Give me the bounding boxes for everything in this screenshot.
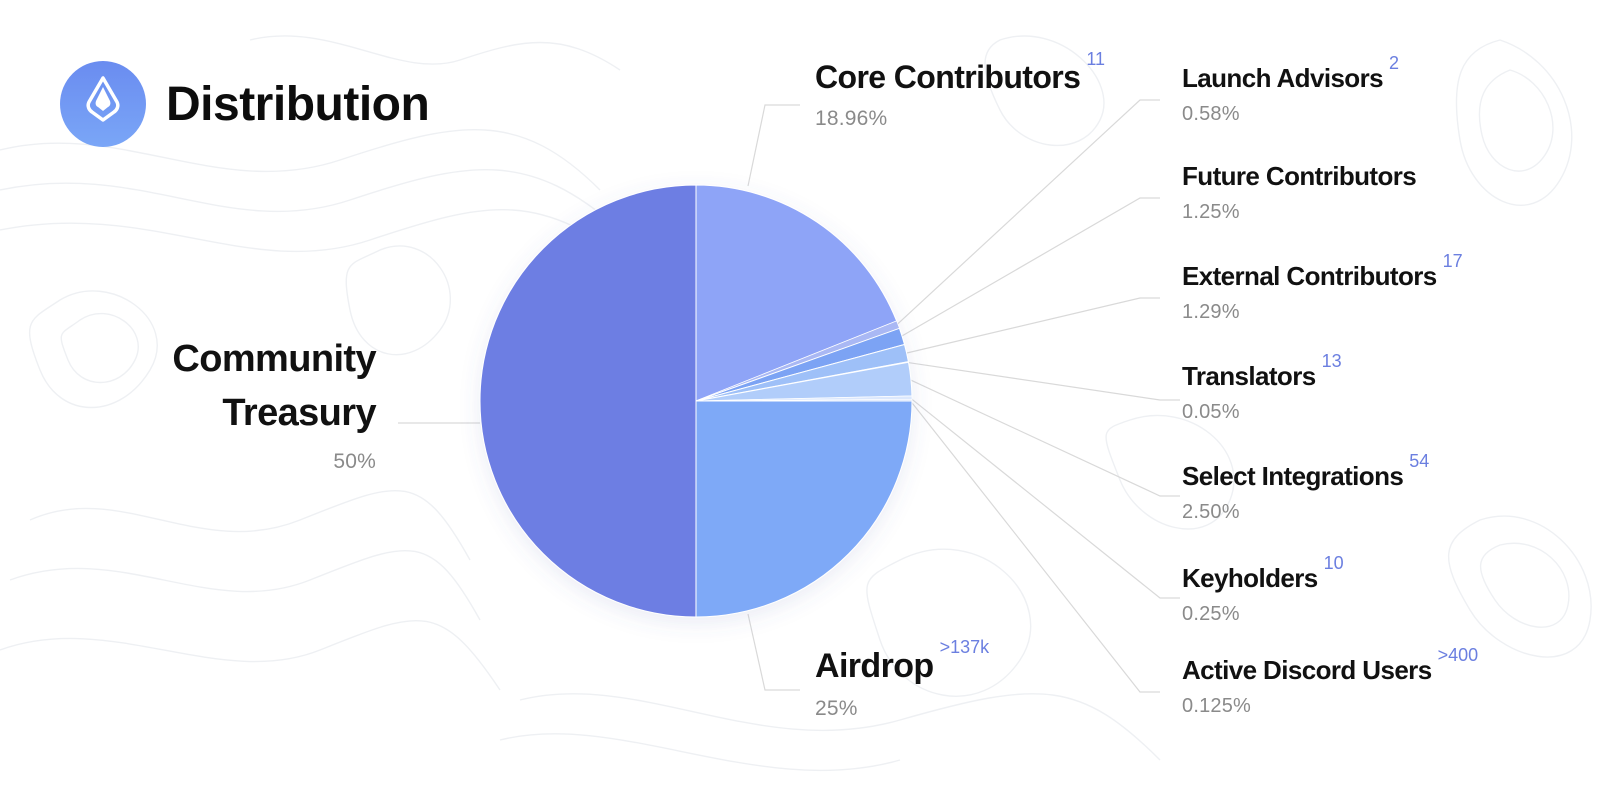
page-title: Distribution xyxy=(166,77,430,131)
label-launch-advisors: Launch Advisors 2 0.58% xyxy=(1182,53,1399,126)
label-active-discord-users: Active Discord Users >400 0.125% xyxy=(1182,645,1478,718)
slice-name-text: Select Integrations xyxy=(1182,461,1404,491)
slice-count: 10 xyxy=(1323,553,1344,573)
label-external-contributors: External Contributors 17 1.29% xyxy=(1182,251,1463,324)
slice-count: 54 xyxy=(1409,451,1430,471)
slice-percent: 0.125% xyxy=(1182,694,1252,717)
slice-percent: 0.05% xyxy=(1182,400,1240,423)
slice-name-text: Core Contributors xyxy=(815,59,1081,95)
slice-name-text: Airdrop xyxy=(815,647,934,685)
slice-percent: 25% xyxy=(815,697,858,721)
slice-count: 17 xyxy=(1442,251,1463,271)
slice-count: 2 xyxy=(1388,53,1399,73)
slice-name: Keyholders 10 xyxy=(1182,553,1344,593)
slice-count: >137k xyxy=(939,637,990,657)
connector-external-contributors xyxy=(904,297,1160,355)
connector-launch-advisors xyxy=(895,99,1160,326)
slice-percent: 0.58% xyxy=(1182,102,1240,125)
slice-name: Community Treasury xyxy=(60,332,376,440)
slice-name: Future Contributors xyxy=(1182,161,1417,191)
slice-percent: 50% xyxy=(333,450,376,473)
slice-name-text: Future Contributors xyxy=(1182,161,1417,191)
connector-future-contributors xyxy=(899,197,1160,338)
slice-name-text: Launch Advisors xyxy=(1182,63,1384,93)
label-community-treasury: Community Treasury 50% xyxy=(60,332,376,474)
slice-percent: 2.50% xyxy=(1182,500,1240,523)
slice-name: Launch Advisors 2 xyxy=(1182,53,1399,93)
slice-name: External Contributors 17 xyxy=(1182,251,1463,291)
slice-name: Translators 13 xyxy=(1182,351,1342,391)
slice-name: Airdrop >137k xyxy=(815,637,989,685)
slice-name: Active Discord Users >400 xyxy=(1182,645,1478,685)
label-keyholders: Keyholders 10 0.25% xyxy=(1182,553,1344,626)
ens-logo-icon xyxy=(60,61,146,147)
connector-select-integrations xyxy=(908,378,1180,497)
slice-name-text: Translators xyxy=(1182,361,1316,391)
connector-core-contributors xyxy=(747,104,800,187)
pie-slice-airdrop xyxy=(695,400,913,618)
slice-name-text: Active Discord Users xyxy=(1182,655,1432,685)
slice-count: 11 xyxy=(1086,49,1106,69)
slice-name-text: External Contributors xyxy=(1182,261,1437,291)
slice-percent: 1.29% xyxy=(1182,300,1240,323)
slice-name: Select Integrations 54 xyxy=(1182,451,1429,491)
slice-percent: 1.25% xyxy=(1182,200,1240,223)
label-future-contributors: Future Contributors 1.25% xyxy=(1182,161,1417,224)
slice-count: >400 xyxy=(1437,645,1479,665)
slice-percent: 0.25% xyxy=(1182,602,1240,625)
header: Distribution xyxy=(60,60,430,148)
label-airdrop: Airdrop >137k 25% xyxy=(815,637,989,721)
label-select-integrations: Select Integrations 54 2.50% xyxy=(1182,451,1429,524)
pie-slice-core-contributors xyxy=(695,184,898,402)
slice-count: 13 xyxy=(1321,351,1342,371)
slice-name: Core Contributors 11 xyxy=(815,49,1105,95)
label-translators: Translators 13 0.05% xyxy=(1182,351,1342,424)
slice-name-text: Keyholders xyxy=(1182,563,1318,593)
pie-slices xyxy=(479,184,913,618)
connector-airdrop xyxy=(747,613,800,691)
connector-keyholders xyxy=(909,397,1180,599)
connector-translators xyxy=(906,361,1180,401)
connector-active-discord-users xyxy=(909,399,1160,693)
pie-slice-community-treasury xyxy=(479,184,697,618)
connector-lines xyxy=(398,99,1180,693)
label-core-contributors: Core Contributors 11 18.96% xyxy=(815,49,1105,131)
slice-name-text: Community Treasury xyxy=(172,338,376,434)
slice-percent: 18.96% xyxy=(815,107,888,131)
